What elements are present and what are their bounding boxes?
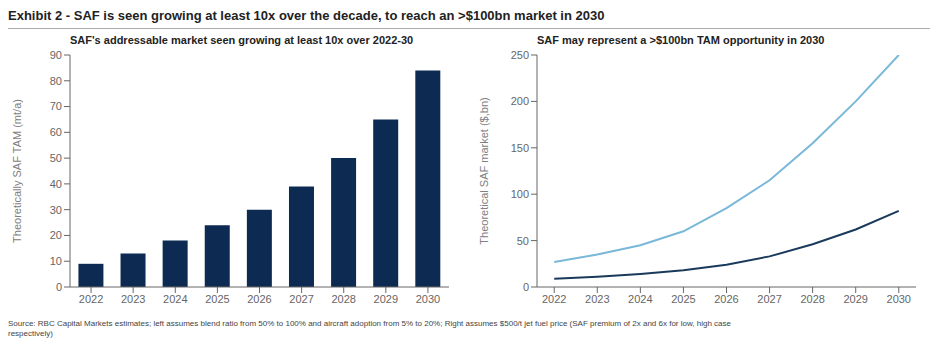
svg-text:30: 30 xyxy=(50,204,62,216)
html-text:Exhibit 2 - SAF is seen growin: Exhibit 2 - SAF is seen growing at least… xyxy=(8,8,605,23)
svg-text:2026: 2026 xyxy=(247,293,271,305)
svg-text:70: 70 xyxy=(50,100,62,112)
svg-text:2023: 2023 xyxy=(121,293,145,305)
svg-text:2030: 2030 xyxy=(887,293,911,305)
svg-text:100: 100 xyxy=(511,188,529,200)
svg-text:2027: 2027 xyxy=(289,293,313,305)
svg-text:2025: 2025 xyxy=(205,293,229,305)
svg-text:90: 90 xyxy=(50,49,62,61)
html-text:SAF's addressable market seen: SAF's addressable market seen growing at… xyxy=(70,34,414,46)
svg-text:50: 50 xyxy=(50,152,62,164)
svg-text:60: 60 xyxy=(50,126,62,138)
svg-text:250: 250 xyxy=(511,49,529,61)
svg-text:2029: 2029 xyxy=(374,293,398,305)
svg-text:2024: 2024 xyxy=(163,293,187,305)
svg-text:2026: 2026 xyxy=(714,293,738,305)
svg-text:80: 80 xyxy=(50,75,62,87)
svg-text:2023: 2023 xyxy=(585,293,609,305)
svg-text:2027: 2027 xyxy=(757,293,781,305)
svg-text:0: 0 xyxy=(523,281,529,293)
html-text:SAF may represent a >$100bn TA: SAF may represent a >$100bn TAM opportun… xyxy=(537,34,825,46)
svg-text:2024: 2024 xyxy=(628,293,652,305)
svg-text:150: 150 xyxy=(511,142,529,154)
svg-text:2028: 2028 xyxy=(800,293,824,305)
svg-text:Theoretically SAF TAM (mt/a): Theoretically SAF TAM (mt/a) xyxy=(11,99,23,243)
svg-text:2028: 2028 xyxy=(331,293,355,305)
svg-text:2022: 2022 xyxy=(79,293,103,305)
svg-text:2029: 2029 xyxy=(843,293,867,305)
svg-text:2030: 2030 xyxy=(416,293,440,305)
svg-text:40: 40 xyxy=(50,178,62,190)
html-text:Source: RBC Capital Markets es: Source: RBC Capital Markets estimates; l… xyxy=(8,319,731,338)
svg-text:Theoretical SAF market ($,bn): Theoretical SAF market ($,bn) xyxy=(478,97,490,244)
svg-text:20: 20 xyxy=(50,229,62,241)
svg-text:50: 50 xyxy=(517,235,529,247)
svg-text:2022: 2022 xyxy=(542,293,566,305)
svg-text:2025: 2025 xyxy=(671,293,695,305)
svg-text:200: 200 xyxy=(511,95,529,107)
svg-text:10: 10 xyxy=(50,255,62,267)
svg-text:0: 0 xyxy=(56,281,62,293)
